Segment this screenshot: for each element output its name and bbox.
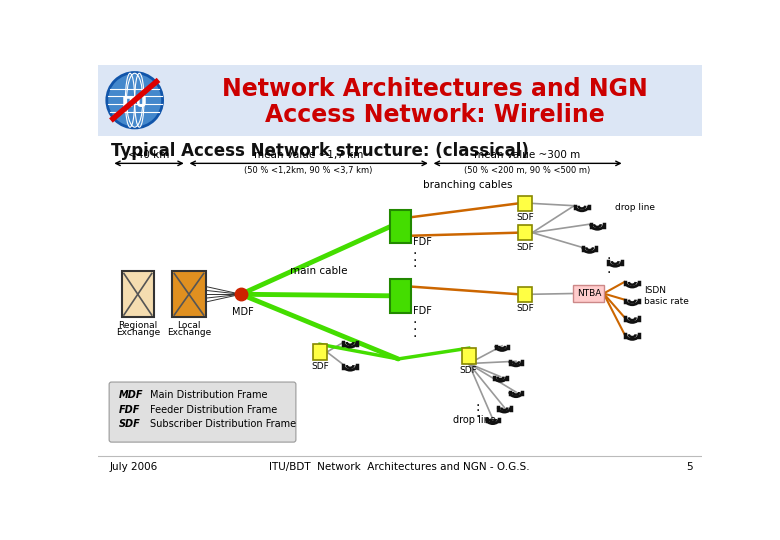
Text: 5: 5 [686,462,693,472]
Text: Exchange: Exchange [115,328,160,337]
Bar [462,348,476,363]
Bar [122,271,154,318]
Text: NTBA: NTBA [576,289,601,298]
Text: .: . [413,242,417,256]
Text: .: . [607,248,612,262]
Text: Subscriber Distribution Frame: Subscriber Distribution Frame [151,420,296,429]
Text: SDF: SDF [119,420,141,429]
Text: branching cables: branching cables [424,179,512,190]
Text: .: . [475,406,480,420]
Text: MDF: MDF [232,307,254,316]
Circle shape [108,73,161,127]
Text: FDF: FDF [413,306,432,316]
Text: SDF: SDF [516,242,534,252]
FancyBboxPatch shape [573,285,604,302]
Text: .: . [413,249,417,264]
Text: main cable: main cable [289,266,347,276]
Text: Network Architectures and NGN: Network Architectures and NGN [222,77,647,102]
Text: Exchange: Exchange [167,328,211,337]
Bar [519,287,532,302]
Text: .: . [413,319,417,333]
Text: drop line: drop line [615,202,655,212]
Text: .: . [413,312,417,326]
Text: (50 % <200 m, 90 % <500 m): (50 % <200 m, 90 % <500 m) [465,166,590,174]
Text: .: . [607,262,612,276]
Text: SDF: SDF [516,213,534,222]
Text: <40 km: <40 km [129,150,170,159]
Text: MDF: MDF [119,390,144,400]
Text: Access Network: Wireline: Access Network: Wireline [264,103,604,127]
Bar [313,345,327,360]
Text: ITU: ITU [122,96,147,110]
Text: July 2006: July 2006 [109,462,158,472]
Text: SDF: SDF [460,366,477,375]
Text: Main Distribution Frame: Main Distribution Frame [151,390,268,400]
Bar [519,225,532,240]
Bar [391,210,410,244]
Bar [391,279,410,313]
Text: .: . [475,401,480,415]
Text: .: . [607,255,612,269]
Text: FDF: FDF [119,405,140,415]
Text: drop line: drop line [453,415,496,425]
Text: basic rate: basic rate [644,296,689,306]
Text: .: . [475,395,480,409]
Text: FDF: FDF [413,237,432,247]
Text: ISDN: ISDN [644,286,666,295]
Text: Local: Local [177,321,200,330]
Text: Regional: Regional [119,321,158,330]
FancyBboxPatch shape [98,65,702,136]
Text: ITU/BDT  Network  Architectures and NGN - O.G.S.: ITU/BDT Network Architectures and NGN - … [269,462,530,472]
Circle shape [107,72,162,128]
FancyBboxPatch shape [109,382,296,442]
Text: SDF: SDF [311,362,329,371]
Text: Typical Access Network structure: (classical): Typical Access Network structure: (class… [112,142,530,160]
Text: mean value ~1,7 km: mean value ~1,7 km [254,150,363,159]
Text: SDF: SDF [516,304,534,313]
Text: (50 % <1,2km, 90 % <3,7 km): (50 % <1,2km, 90 % <3,7 km) [244,166,373,174]
Text: mean value ~300 m: mean value ~300 m [474,150,581,159]
Bar [172,271,206,318]
Bar [519,195,532,211]
Text: Feeder Distribution Frame: Feeder Distribution Frame [151,405,278,415]
Text: .: . [413,326,417,340]
Text: .: . [413,256,417,271]
